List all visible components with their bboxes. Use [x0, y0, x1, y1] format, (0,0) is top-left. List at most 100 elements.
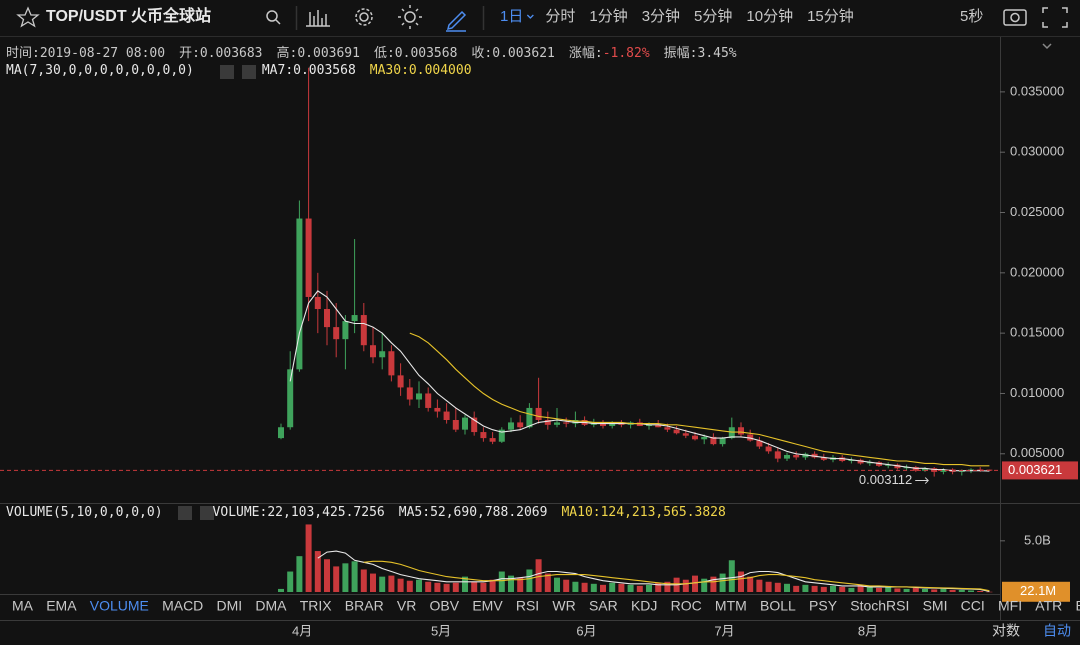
info-label: 收:: [471, 46, 493, 61]
y-tick-label: 0.025000: [1010, 204, 1064, 219]
y-tick-label: 0.030000: [1010, 144, 1064, 159]
indicator-tab[interactable]: BOLL: [760, 598, 796, 614]
interval-tab[interactable]: 1分钟: [589, 8, 627, 25]
toolbar-icons[interactable]: [266, 5, 1068, 50]
interval-tab[interactable]: 5分钟: [694, 8, 732, 25]
volume-bar: [305, 524, 312, 592]
indicator-tab[interactable]: StochRSI: [850, 598, 909, 614]
info-label: 时间:: [6, 46, 40, 61]
indicator-tab[interactable]: ATR: [1035, 598, 1062, 614]
indicator-tab[interactable]: BBW: [1075, 598, 1080, 614]
indicator-tab[interactable]: PSY: [809, 598, 838, 614]
legend-value: 0.004000: [408, 63, 472, 78]
indicator-tab[interactable]: TRIX: [300, 598, 333, 614]
volume-title: VOLUME(5,10,0,0,0,0): [6, 505, 163, 520]
candle-body: [360, 315, 367, 346]
indicator-tab[interactable]: MA: [12, 598, 34, 614]
candle-body: [866, 462, 873, 464]
indicator-tab[interactable]: BRAR: [345, 598, 384, 614]
candle-body: [508, 422, 514, 430]
indicator-tab[interactable]: MTM: [715, 598, 747, 614]
indicator-tab[interactable]: MACD: [162, 598, 203, 614]
volume-bar: [958, 589, 965, 592]
volume-bar: [351, 561, 358, 592]
volume-tick-label: 5.0B: [1024, 532, 1051, 547]
volume-bar: [287, 571, 294, 592]
candle-body: [839, 457, 846, 462]
volume-ma5-line: [317, 550, 990, 593]
candle-body: [425, 393, 432, 408]
symbol: TOP/USDT 火币全球站: [46, 6, 211, 25]
legend-icons[interactable]: [178, 65, 256, 520]
info-value: 0.003683: [199, 46, 263, 61]
y-tick-label: 0.020000: [1010, 264, 1064, 279]
volume-bar: [802, 584, 809, 592]
volume-bar: [324, 559, 330, 592]
interval-tab[interactable]: 3分钟: [642, 8, 680, 25]
candle-body: [544, 420, 551, 425]
interval-tab[interactable]: 1日: [500, 8, 523, 25]
legend-value: 0.003568: [293, 63, 356, 78]
candle-body: [968, 469, 974, 471]
interval-tab[interactable]: 分时: [545, 8, 575, 25]
indicator-tab[interactable]: KDJ: [631, 598, 657, 614]
indicator-tab[interactable]: WR: [552, 598, 575, 614]
volume-bar: [498, 571, 505, 592]
candle-body: [406, 387, 413, 400]
indicator-tab[interactable]: SAR: [589, 598, 618, 614]
volume-item: VOLUME:22,103,425.7256: [213, 505, 385, 520]
indicator-tab[interactable]: VOLUME: [90, 598, 149, 614]
low-marker-arrow: [915, 477, 929, 484]
candle-body: [397, 375, 404, 388]
candle-body: [517, 422, 524, 428]
interval-tab[interactable]: 10分钟: [746, 8, 793, 25]
volume-bar: [903, 588, 910, 592]
volume-bar: [333, 566, 340, 592]
indicator-tab[interactable]: OBV: [430, 598, 460, 614]
indicator-tab[interactable]: DMA: [255, 598, 287, 614]
indicator-tab[interactable]: CCI: [961, 598, 985, 614]
candle-body: [471, 417, 478, 433]
candle-body: [682, 433, 689, 436]
refresh-interval[interactable]: 5秒: [960, 8, 983, 25]
legend-label: MA10:: [561, 505, 601, 520]
indicator-tab[interactable]: SMI: [923, 598, 948, 614]
indicator-tab[interactable]: ROC: [671, 598, 702, 614]
candle-body: [958, 470, 965, 472]
volume-bar: [701, 578, 708, 592]
candle-body: [793, 454, 800, 458]
volume-bar: [986, 591, 993, 593]
volume-bar: [452, 582, 459, 592]
indicator-tab[interactable]: MFI: [998, 598, 1022, 614]
log-scale-toggle[interactable]: 对数: [992, 623, 1020, 639]
favorite-icon[interactable]: [16, 6, 40, 28]
volume-bar: [508, 575, 514, 592]
indicator-tab[interactable]: EMV: [472, 598, 503, 614]
volume-bar: [535, 559, 542, 592]
indicator-tab[interactable]: DMI: [217, 598, 243, 614]
auto-scale-toggle[interactable]: 自动: [1043, 623, 1071, 639]
volume-bar: [471, 581, 478, 592]
indicator-tab[interactable]: VR: [397, 598, 416, 614]
last-price-tag: [1002, 461, 1078, 480]
candle-body: [314, 296, 321, 310]
info-item: 高:0.003691: [277, 42, 360, 61]
legend-label: MA30:: [369, 63, 409, 78]
x-tick-label: 7月: [714, 623, 734, 638]
indicator-tab[interactable]: RSI: [516, 598, 539, 614]
volume-bar: [839, 586, 846, 592]
volume-bar: [627, 584, 634, 592]
info-value: -1.82%: [602, 46, 650, 61]
volume-bar: [931, 589, 938, 592]
info-item: 收:0.003621: [471, 42, 554, 61]
info-value: 2019-08-27 08:00: [39, 46, 166, 61]
indicator-tab[interactable]: EMA: [46, 598, 77, 614]
volume-bar: [480, 582, 487, 592]
candle-body: [416, 393, 422, 400]
interval-tab[interactable]: 15分钟: [807, 8, 854, 25]
candle-body: [673, 429, 680, 434]
volume-bar: [719, 573, 726, 592]
candle-body: [443, 411, 450, 421]
candle-body: [333, 327, 340, 340]
